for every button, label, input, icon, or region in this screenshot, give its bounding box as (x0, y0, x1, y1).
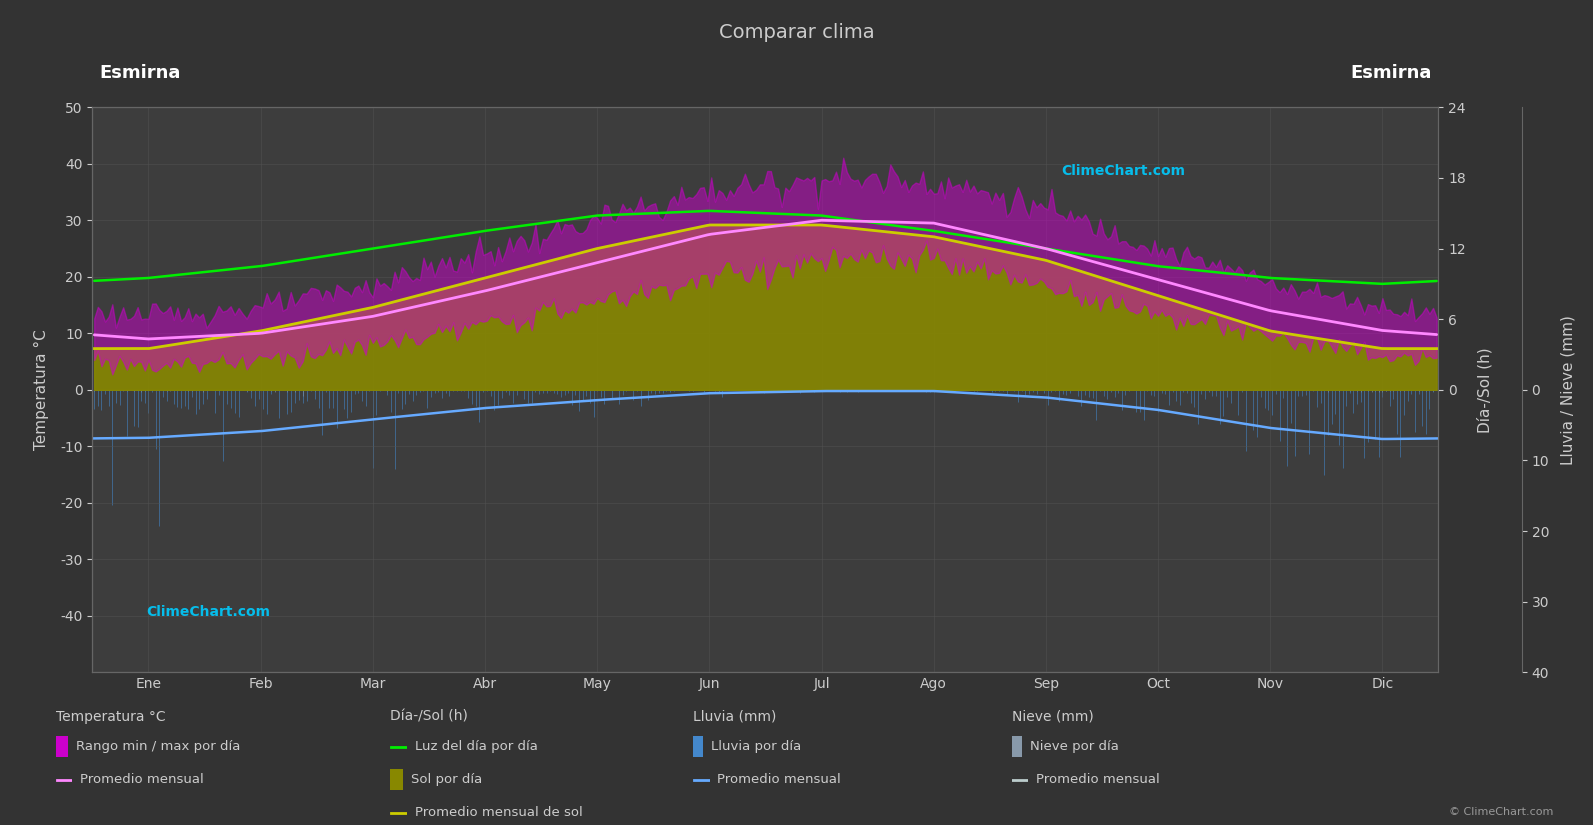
Text: Esmirna: Esmirna (99, 64, 180, 82)
Text: Comparar clima: Comparar clima (718, 23, 875, 42)
Text: Nieve por día: Nieve por día (1029, 740, 1118, 753)
Y-axis label: Día-/Sol (h): Día-/Sol (h) (1477, 347, 1493, 432)
Y-axis label: Lluvia / Nieve (mm): Lluvia / Nieve (mm) (1560, 315, 1575, 464)
Text: Promedio mensual: Promedio mensual (717, 773, 841, 786)
Y-axis label: Temperatura °C: Temperatura °C (33, 329, 49, 450)
Text: ClimeChart.com: ClimeChart.com (1061, 164, 1185, 178)
Text: Lluvia por día: Lluvia por día (710, 740, 801, 753)
Text: Lluvia (mm): Lluvia (mm) (693, 710, 776, 724)
Text: Nieve (mm): Nieve (mm) (1012, 710, 1093, 724)
Text: Promedio mensual: Promedio mensual (80, 773, 204, 786)
Text: Temperatura °C: Temperatura °C (56, 710, 166, 724)
Text: Promedio mensual: Promedio mensual (1035, 773, 1160, 786)
Text: Promedio mensual de sol: Promedio mensual de sol (414, 806, 583, 819)
Text: ClimeChart.com: ClimeChart.com (147, 605, 271, 619)
Text: Día-/Sol (h): Día-/Sol (h) (390, 710, 468, 724)
Text: Esmirna: Esmirna (1351, 64, 1432, 82)
Text: Rango min / max por día: Rango min / max por día (76, 740, 241, 753)
Text: Luz del día por día: Luz del día por día (414, 740, 538, 753)
Text: Sol por día: Sol por día (411, 773, 483, 786)
Text: © ClimeChart.com: © ClimeChart.com (1448, 807, 1553, 817)
